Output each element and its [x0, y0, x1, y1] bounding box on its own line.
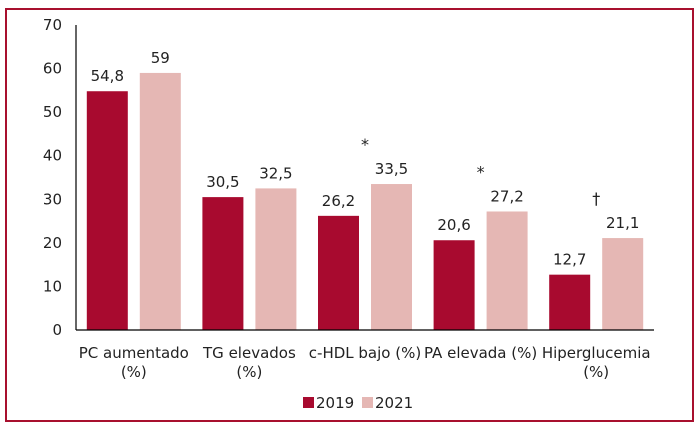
- legend-swatch-2019: [303, 397, 314, 408]
- significance-mark: *: [477, 162, 485, 181]
- data-label: 12,7: [553, 251, 586, 269]
- category-label: Hiperglucemia: [542, 344, 651, 362]
- legend-label: 2019: [316, 394, 354, 412]
- category-label: (%): [583, 363, 609, 381]
- data-label: 54,8: [91, 67, 124, 85]
- bar-2021: [602, 238, 644, 330]
- data-label: 33,5: [375, 160, 408, 178]
- category-label: TG elevados: [202, 344, 296, 362]
- y-tick-label: 70: [43, 16, 62, 34]
- data-label: 30,5: [206, 173, 239, 191]
- chart-frame: [5, 8, 694, 422]
- category-label: PC aumentado: [79, 344, 189, 362]
- bar-2021: [486, 211, 528, 330]
- y-tick-label: 40: [43, 147, 62, 165]
- data-label: 26,2: [322, 192, 355, 210]
- bar-2021: [371, 184, 412, 330]
- bar-2019: [86, 91, 128, 330]
- significance-mark: †: [592, 189, 600, 208]
- category-label: (%): [236, 363, 262, 381]
- category-label: (%): [121, 363, 147, 381]
- data-label: 21,1: [606, 214, 639, 232]
- data-label: 27,2: [490, 187, 523, 205]
- y-tick-label: 30: [43, 190, 62, 208]
- y-tick-label: 10: [43, 277, 62, 295]
- bar-2019: [318, 215, 359, 330]
- data-label: 59: [151, 49, 170, 67]
- bar-2019: [433, 240, 475, 330]
- y-tick-label: 50: [43, 103, 62, 121]
- y-tick-label: 60: [43, 60, 62, 78]
- bar-2019: [202, 197, 244, 330]
- legend-swatch-2021: [362, 397, 373, 408]
- bar-2021: [139, 72, 181, 330]
- bar-2019: [549, 274, 591, 330]
- legend-label: 2021: [375, 394, 413, 412]
- significance-mark: *: [361, 135, 369, 154]
- data-label: 20,6: [437, 216, 470, 234]
- data-label: 32,5: [259, 164, 292, 182]
- y-tick-label: 20: [43, 234, 62, 252]
- category-label: c-HDL bajo (%): [309, 344, 421, 362]
- category-label: PA elevada (%): [424, 344, 537, 362]
- bar-2021: [255, 188, 297, 330]
- y-tick-label: 0: [52, 321, 62, 339]
